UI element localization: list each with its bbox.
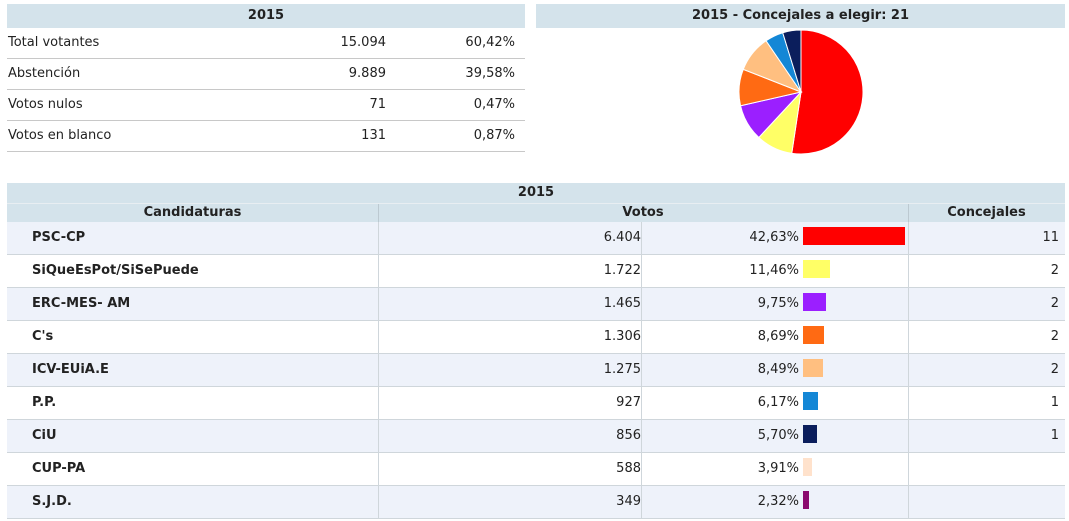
party-name: P.P. (32, 395, 57, 410)
pie-slice (791, 29, 864, 155)
party-name: CUP-PA (32, 461, 86, 476)
results-rows: PSC-CP 6.404 42,63% 11 SiQueEsPot/SiSePuede 1… (7, 222, 1065, 519)
table-row: CUP-PA 588 3,91% (7, 453, 1065, 486)
party-percent: 42,63% (749, 230, 799, 245)
table-row: ERC-MES- AM 1.465 9,75% 2 (7, 288, 1065, 321)
party-bar (803, 491, 809, 509)
party-votes: 6.404 (603, 230, 641, 245)
pie-title: 2015 - Concejales a elegir: 21 (536, 4, 1065, 28)
party-name: CiU (32, 428, 57, 443)
summary-table: 2015 Total votantes 15.094 60,42% Abstenció… (7, 4, 525, 152)
party-name: PSC-CP (32, 230, 86, 245)
table-row: SiQueEsPot/SiSePuede 1.722 11,46% 2 (7, 255, 1065, 288)
table-row: P.P. 927 6,17% 1 (7, 387, 1065, 420)
table-row: ICV-EUiA.E 1.275 8,49% 2 (7, 354, 1065, 387)
party-concejales: 11 (1042, 230, 1059, 245)
summary-percent: 60,42% (465, 35, 515, 50)
party-concejales: 1 (1050, 428, 1059, 443)
table-row: C's 1.306 8,69% 2 (7, 321, 1065, 354)
party-concejales: 2 (1050, 296, 1059, 311)
summary-percent: 0,87% (473, 128, 515, 143)
party-name: ICV-EUiA.E (32, 362, 109, 377)
party-percent: 6,17% (757, 395, 799, 410)
party-votes: 1.465 (603, 296, 641, 311)
party-name: SiQueEsPot/SiSePuede (32, 263, 199, 278)
party-bar (803, 326, 824, 344)
party-name: S.J.D. (32, 494, 72, 509)
party-bar (803, 227, 905, 245)
col-candidaturas: Candidaturas (143, 205, 242, 220)
party-votes: 349 (616, 494, 641, 509)
table-row: S.J.D. 349 2,32% (7, 486, 1065, 519)
party-concejales: 2 (1050, 329, 1059, 344)
table-row: PSC-CP 6.404 42,63% 11 (7, 222, 1065, 255)
summary-percent: 0,47% (473, 97, 515, 112)
party-percent: 8,49% (757, 362, 799, 377)
party-percent: 2,32% (757, 494, 799, 509)
summary-row: Abstención 9.889 39,58% (7, 59, 525, 90)
summary-value: 15.094 (340, 35, 387, 50)
party-bar (803, 392, 818, 410)
party-votes: 1.275 (603, 362, 641, 377)
summary-label: Votos en blanco (8, 128, 112, 143)
party-name: ERC-MES- AM (32, 296, 131, 311)
summary-label: Abstención (8, 66, 81, 81)
party-concejales: 1 (1050, 395, 1059, 410)
summary-label: Total votantes (8, 35, 100, 50)
party-concejales: 2 (1050, 263, 1059, 278)
summary-title: 2015 (7, 4, 525, 28)
results-column-headers: Candidaturas Votos Concejales (7, 203, 1065, 222)
summary-value: 9.889 (348, 66, 386, 81)
summary-label: Votos nulos (8, 97, 83, 112)
pie-chart (738, 29, 864, 155)
summary-row: Total votantes 15.094 60,42% (7, 28, 525, 59)
summary-value: 131 (361, 128, 386, 143)
party-percent: 3,91% (757, 461, 799, 476)
party-bar (803, 293, 826, 311)
summary-value: 71 (369, 97, 386, 112)
summary-row: Votos nulos 71 0,47% (7, 90, 525, 121)
summary-percent: 39,58% (465, 66, 515, 81)
col-concejales: Concejales (947, 205, 1026, 220)
pie-slice (782, 29, 802, 93)
party-votes: 927 (616, 395, 641, 410)
table-row: CiU 856 5,70% 1 (7, 420, 1065, 453)
party-bar (803, 260, 830, 278)
results-table: 2015 Candidaturas Votos Concejales PSC-C… (7, 183, 1065, 519)
party-votes: 856 (616, 428, 641, 443)
summary-rows: Total votantes 15.094 60,42% Abstención 9.88… (7, 28, 525, 152)
party-bar (803, 458, 812, 476)
summary-row: Votos en blanco 131 0,87% (7, 121, 525, 152)
party-percent: 11,46% (749, 263, 799, 278)
party-concejales: 2 (1050, 362, 1059, 377)
party-votes: 1.722 (603, 263, 641, 278)
party-percent: 9,75% (757, 296, 799, 311)
results-title: 2015 (7, 183, 1065, 203)
col-votos: Votos (622, 205, 664, 220)
party-bar (803, 425, 817, 443)
pie-panel: 2015 - Concejales a elegir: 21 (536, 4, 1065, 174)
party-percent: 8,69% (757, 329, 799, 344)
party-bar (803, 359, 823, 377)
party-votes: 1.306 (603, 329, 641, 344)
party-votes: 588 (616, 461, 641, 476)
party-name: C's (32, 329, 54, 344)
party-percent: 5,70% (757, 428, 799, 443)
